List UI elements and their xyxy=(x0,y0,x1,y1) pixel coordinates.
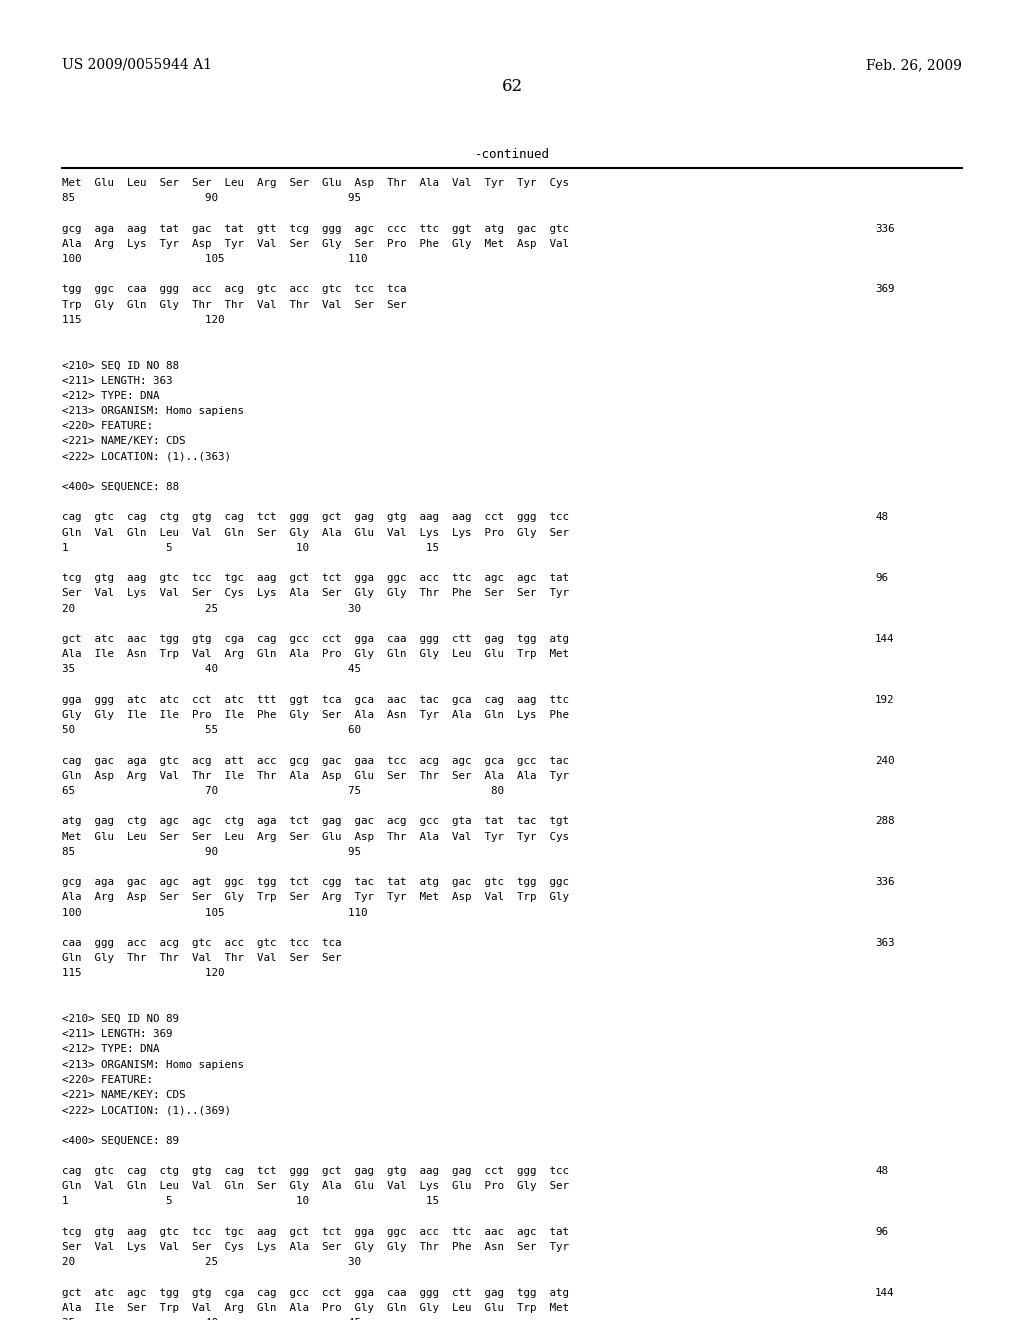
Text: 115                   120: 115 120 xyxy=(62,314,224,325)
Text: 192: 192 xyxy=(874,694,895,705)
Text: <213> ORGANISM: Homo sapiens: <213> ORGANISM: Homo sapiens xyxy=(62,407,244,416)
Text: cag  gtc  cag  ctg  gtg  cag  tct  ggg  gct  gag  gtg  aag  aag  cct  ggg  tcc: cag gtc cag ctg gtg cag tct ggg gct gag … xyxy=(62,512,569,523)
Text: <211> LENGTH: 369: <211> LENGTH: 369 xyxy=(62,1030,172,1039)
Text: gga  ggg  atc  atc  cct  atc  ttt  ggt  tca  gca  aac  tac  gca  cag  aag  ttc: gga ggg atc atc cct atc ttt ggt tca gca … xyxy=(62,694,569,705)
Text: 50                    55                    60: 50 55 60 xyxy=(62,725,361,735)
Text: 96: 96 xyxy=(874,573,888,583)
Text: Feb. 26, 2009: Feb. 26, 2009 xyxy=(866,58,962,73)
Text: tcg  gtg  aag  gtc  tcc  tgc  aag  gct  tct  gga  ggc  acc  ttc  aac  agc  tat: tcg gtg aag gtc tcc tgc aag gct tct gga … xyxy=(62,1226,569,1237)
Text: 96: 96 xyxy=(874,1226,888,1237)
Text: 35                    40                    45: 35 40 45 xyxy=(62,1317,361,1320)
Text: <400> SEQUENCE: 89: <400> SEQUENCE: 89 xyxy=(62,1135,179,1146)
Text: Ala  Ile  Ser  Trp  Val  Arg  Gln  Ala  Pro  Gly  Gln  Gly  Leu  Glu  Trp  Met: Ala Ile Ser Trp Val Arg Gln Ala Pro Gly … xyxy=(62,1303,569,1313)
Text: Gln  Val  Gln  Leu  Val  Gln  Ser  Gly  Ala  Glu  Val  Lys  Glu  Pro  Gly  Ser: Gln Val Gln Leu Val Gln Ser Gly Ala Glu … xyxy=(62,1181,569,1191)
Text: Gly  Gly  Ile  Ile  Pro  Ile  Phe  Gly  Ser  Ala  Asn  Tyr  Ala  Gln  Lys  Phe: Gly Gly Ile Ile Pro Ile Phe Gly Ser Ala … xyxy=(62,710,569,719)
Text: <212> TYPE: DNA: <212> TYPE: DNA xyxy=(62,391,160,401)
Text: 100                   105                   110: 100 105 110 xyxy=(62,908,368,917)
Text: Ala  Ile  Asn  Trp  Val  Arg  Gln  Ala  Pro  Gly  Gln  Gly  Leu  Glu  Trp  Met: Ala Ile Asn Trp Val Arg Gln Ala Pro Gly … xyxy=(62,649,569,659)
Text: <211> LENGTH: 363: <211> LENGTH: 363 xyxy=(62,376,172,385)
Text: cag  gtc  cag  ctg  gtg  cag  tct  ggg  gct  gag  gtg  aag  gag  cct  ggg  tcc: cag gtc cag ctg gtg cag tct ggg gct gag … xyxy=(62,1166,569,1176)
Text: Trp  Gly  Gln  Gly  Thr  Thr  Val  Thr  Val  Ser  Ser: Trp Gly Gln Gly Thr Thr Val Thr Val Ser … xyxy=(62,300,407,310)
Text: 369: 369 xyxy=(874,284,895,294)
Text: gct  atc  aac  tgg  gtg  cga  cag  gcc  cct  gga  caa  ggg  ctt  gag  tgg  atg: gct atc aac tgg gtg cga cag gcc cct gga … xyxy=(62,634,569,644)
Text: 20                    25                    30: 20 25 30 xyxy=(62,603,361,614)
Text: 336: 336 xyxy=(874,223,895,234)
Text: 35                    40                    45: 35 40 45 xyxy=(62,664,361,675)
Text: tcg  gtg  aag  gtc  tcc  tgc  aag  gct  tct  gga  ggc  acc  ttc  agc  agc  tat: tcg gtg aag gtc tcc tgc aag gct tct gga … xyxy=(62,573,569,583)
Text: Ala  Arg  Lys  Tyr  Asp  Tyr  Val  Ser  Gly  Ser  Pro  Phe  Gly  Met  Asp  Val: Ala Arg Lys Tyr Asp Tyr Val Ser Gly Ser … xyxy=(62,239,569,248)
Text: <213> ORGANISM: Homo sapiens: <213> ORGANISM: Homo sapiens xyxy=(62,1060,244,1069)
Text: 85                    90                    95: 85 90 95 xyxy=(62,847,361,857)
Text: <221> NAME/KEY: CDS: <221> NAME/KEY: CDS xyxy=(62,437,185,446)
Text: 144: 144 xyxy=(874,634,895,644)
Text: cag  gac  aga  gtc  acg  att  acc  gcg  gac  gaa  tcc  acg  agc  gca  gcc  tac: cag gac aga gtc acg att acc gcg gac gaa … xyxy=(62,755,569,766)
Text: Gln  Val  Gln  Leu  Val  Gln  Ser  Gly  Ala  Glu  Val  Lys  Lys  Pro  Gly  Ser: Gln Val Gln Leu Val Gln Ser Gly Ala Glu … xyxy=(62,528,569,537)
Text: Met  Glu  Leu  Ser  Ser  Leu  Arg  Ser  Glu  Asp  Thr  Ala  Val  Tyr  Tyr  Cys: Met Glu Leu Ser Ser Leu Arg Ser Glu Asp … xyxy=(62,832,569,842)
Text: gcg  aga  gac  agc  agt  ggc  tgg  tct  cgg  tac  tat  atg  gac  gtc  tgg  ggc: gcg aga gac agc agt ggc tgg tct cgg tac … xyxy=(62,878,569,887)
Text: gct  atc  agc  tgg  gtg  cga  cag  gcc  cct  gga  caa  ggg  ctt  gag  tgg  atg: gct atc agc tgg gtg cga cag gcc cct gga … xyxy=(62,1287,569,1298)
Text: 85                    90                    95: 85 90 95 xyxy=(62,193,361,203)
Text: <222> LOCATION: (1)..(363): <222> LOCATION: (1)..(363) xyxy=(62,451,231,462)
Text: Met  Glu  Leu  Ser  Ser  Leu  Arg  Ser  Glu  Asp  Thr  Ala  Val  Tyr  Tyr  Cys: Met Glu Leu Ser Ser Leu Arg Ser Glu Asp … xyxy=(62,178,569,187)
Text: Ser  Val  Lys  Val  Ser  Cys  Lys  Ala  Ser  Gly  Gly  Thr  Phe  Ser  Ser  Tyr: Ser Val Lys Val Ser Cys Lys Ala Ser Gly … xyxy=(62,589,569,598)
Text: caa  ggg  acc  acg  gtc  acc  gtc  tcc  tca: caa ggg acc acg gtc acc gtc tcc tca xyxy=(62,939,341,948)
Text: 48: 48 xyxy=(874,1166,888,1176)
Text: <221> NAME/KEY: CDS: <221> NAME/KEY: CDS xyxy=(62,1090,185,1100)
Text: <400> SEQUENCE: 88: <400> SEQUENCE: 88 xyxy=(62,482,179,492)
Text: Ala  Arg  Asp  Ser  Ser  Gly  Trp  Ser  Arg  Tyr  Tyr  Met  Asp  Val  Trp  Gly: Ala Arg Asp Ser Ser Gly Trp Ser Arg Tyr … xyxy=(62,892,569,903)
Text: tgg  ggc  caa  ggg  acc  acg  gtc  acc  gtc  tcc  tca: tgg ggc caa ggg acc acg gtc acc gtc tcc … xyxy=(62,284,407,294)
Text: gcg  aga  aag  tat  gac  tat  gtt  tcg  ggg  agc  ccc  ttc  ggt  atg  gac  gtc: gcg aga aag tat gac tat gtt tcg ggg agc … xyxy=(62,223,569,234)
Text: Gln  Asp  Arg  Val  Thr  Ile  Thr  Ala  Asp  Glu  Ser  Thr  Ser  Ala  Ala  Tyr: Gln Asp Arg Val Thr Ile Thr Ala Asp Glu … xyxy=(62,771,569,781)
Text: <220> FEATURE:: <220> FEATURE: xyxy=(62,1074,153,1085)
Text: 1               5                   10                  15: 1 5 10 15 xyxy=(62,1196,439,1206)
Text: 240: 240 xyxy=(874,755,895,766)
Text: 100                   105                   110: 100 105 110 xyxy=(62,253,368,264)
Text: <212> TYPE: DNA: <212> TYPE: DNA xyxy=(62,1044,160,1055)
Text: <210> SEQ ID NO 88: <210> SEQ ID NO 88 xyxy=(62,360,179,371)
Text: 115                   120: 115 120 xyxy=(62,969,224,978)
Text: Ser  Val  Lys  Val  Ser  Cys  Lys  Ala  Ser  Gly  Gly  Thr  Phe  Asn  Ser  Tyr: Ser Val Lys Val Ser Cys Lys Ala Ser Gly … xyxy=(62,1242,569,1251)
Text: 363: 363 xyxy=(874,939,895,948)
Text: 144: 144 xyxy=(874,1287,895,1298)
Text: 62: 62 xyxy=(502,78,522,95)
Text: <220> FEATURE:: <220> FEATURE: xyxy=(62,421,153,432)
Text: Gln  Gly  Thr  Thr  Val  Thr  Val  Ser  Ser: Gln Gly Thr Thr Val Thr Val Ser Ser xyxy=(62,953,341,964)
Text: US 2009/0055944 A1: US 2009/0055944 A1 xyxy=(62,58,212,73)
Text: atg  gag  ctg  agc  agc  ctg  aga  tct  gag  gac  acg  gcc  gta  tat  tac  tgt: atg gag ctg agc agc ctg aga tct gag gac … xyxy=(62,816,569,826)
Text: 288: 288 xyxy=(874,816,895,826)
Text: 48: 48 xyxy=(874,512,888,523)
Text: 20                    25                    30: 20 25 30 xyxy=(62,1257,361,1267)
Text: 336: 336 xyxy=(874,878,895,887)
Text: <222> LOCATION: (1)..(369): <222> LOCATION: (1)..(369) xyxy=(62,1105,231,1115)
Text: <210> SEQ ID NO 89: <210> SEQ ID NO 89 xyxy=(62,1014,179,1024)
Text: 65                    70                    75                    80: 65 70 75 80 xyxy=(62,785,504,796)
Text: 1               5                   10                  15: 1 5 10 15 xyxy=(62,543,439,553)
Text: -continued: -continued xyxy=(474,148,550,161)
